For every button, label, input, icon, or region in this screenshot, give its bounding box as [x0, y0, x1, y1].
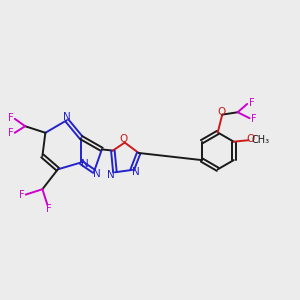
- Text: CH₃: CH₃: [251, 135, 269, 145]
- Text: N: N: [81, 159, 88, 169]
- Text: N: N: [132, 167, 140, 177]
- Text: F: F: [248, 98, 254, 108]
- Text: O: O: [217, 107, 226, 117]
- Text: N: N: [93, 169, 101, 179]
- Text: N: N: [63, 112, 71, 122]
- Text: O: O: [247, 134, 255, 144]
- Text: F: F: [46, 204, 52, 214]
- Text: F: F: [19, 190, 24, 200]
- Text: N: N: [107, 170, 115, 180]
- Text: O: O: [120, 134, 128, 144]
- Text: F: F: [8, 128, 14, 138]
- Text: F: F: [251, 114, 256, 124]
- Text: F: F: [8, 113, 14, 123]
